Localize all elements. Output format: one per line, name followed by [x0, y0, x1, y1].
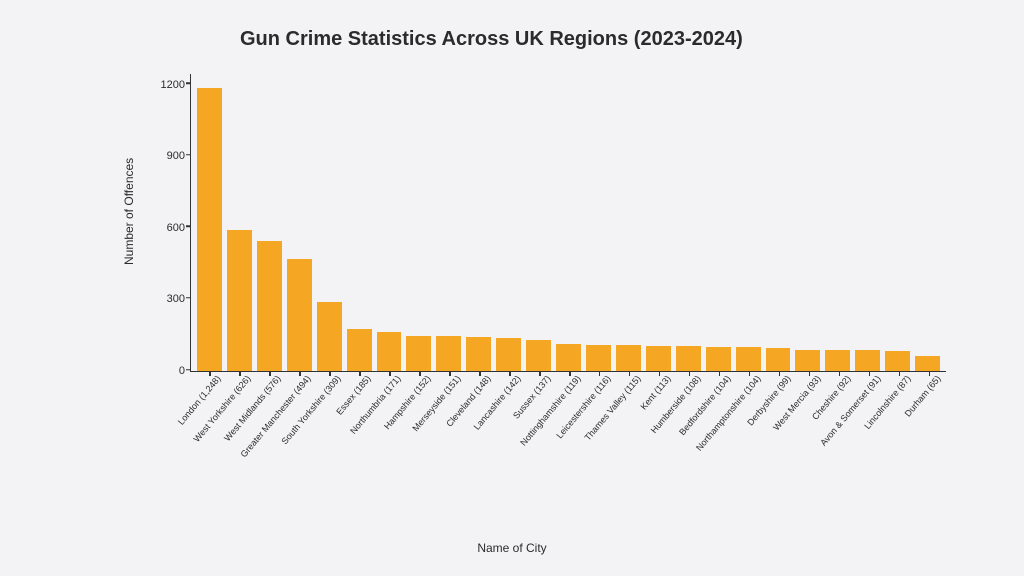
y-tick-mark: [186, 154, 191, 156]
bar: [347, 329, 372, 371]
y-tick-mark: [186, 369, 191, 371]
y-tick-mark: [186, 226, 191, 228]
bar: [317, 302, 342, 371]
y-tick-mark: [186, 83, 191, 85]
y-tick-mark: [186, 297, 191, 299]
chart-container: Gun Crime Statistics Across UK Regions (…: [60, 20, 964, 556]
bar: [227, 230, 252, 371]
bar: [766, 348, 791, 371]
bars-group: [191, 74, 946, 371]
bar: [257, 241, 282, 371]
bar: [526, 340, 551, 371]
bar: [586, 345, 611, 371]
bar: [406, 336, 431, 371]
bar: [915, 356, 940, 371]
bar: [825, 350, 850, 371]
bar: [496, 338, 521, 371]
y-tick-label: 300: [151, 293, 185, 305]
chart-title: Gun Crime Statistics Across UK Regions (…: [240, 28, 743, 51]
bar: [556, 344, 581, 371]
bar: [377, 332, 402, 371]
y-tick-label: 600: [151, 222, 185, 234]
y-tick-label: 0: [151, 365, 185, 377]
bar: [436, 336, 461, 371]
bar: [466, 337, 491, 371]
bar: [287, 259, 312, 371]
y-axis-label: Number of Offences: [122, 158, 136, 265]
bar: [616, 345, 641, 371]
bar: [855, 350, 880, 371]
bar: [885, 351, 910, 371]
bar: [706, 347, 731, 371]
bar: [646, 346, 671, 372]
bar: [197, 88, 222, 371]
bar: [736, 347, 761, 371]
plot-area: 03006009001200London (1,248)West Yorkshi…: [190, 74, 946, 372]
bar: [795, 350, 820, 371]
y-tick-label: 900: [151, 150, 185, 162]
y-tick-label: 1200: [151, 79, 185, 91]
bar: [676, 346, 701, 371]
x-axis-label: Name of City: [477, 541, 546, 555]
